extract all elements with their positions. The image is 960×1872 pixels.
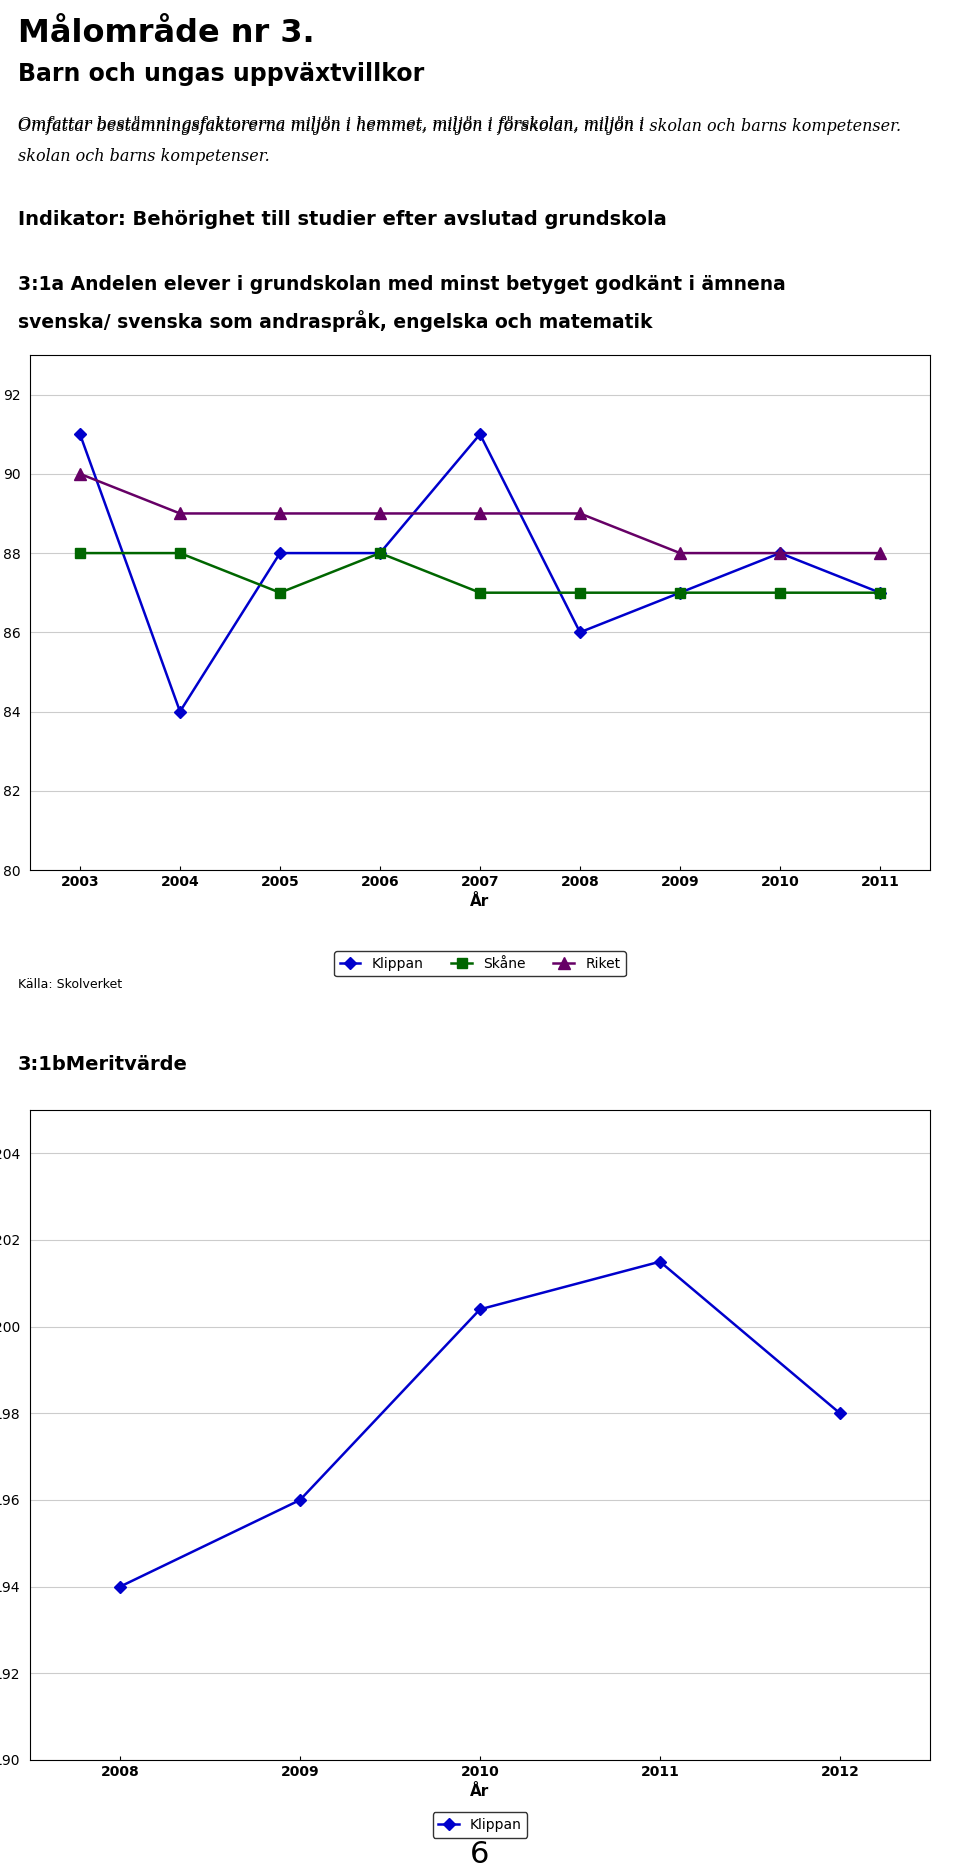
Legend: Klippan, Skåne, Riket: Klippan, Skåne, Riket xyxy=(334,951,626,977)
Text: 3:1a Andelen elever i grundskolan med minst betyget godkänt i ämnena: 3:1a Andelen elever i grundskolan med mi… xyxy=(18,275,785,294)
Text: 3:1bMeritvärde: 3:1bMeritvärde xyxy=(18,1056,188,1075)
Text: skolan och barns kompetenser.: skolan och barns kompetenser. xyxy=(18,148,270,165)
Text: Omfattar bestämningsfaktorerna miljön i hemmet, miljön i förskolan, miljön i: Omfattar bestämningsfaktorerna miljön i … xyxy=(18,116,644,133)
Text: Källa: Skolverket: Källa: Skolverket xyxy=(18,977,122,990)
Text: Omfattar bestämningsfaktorerna miljön i hemmet, miljön i förskolan, miljön i sko: Omfattar bestämningsfaktorerna miljön i … xyxy=(18,118,901,135)
X-axis label: År: År xyxy=(470,895,490,910)
Text: 6: 6 xyxy=(470,1840,490,1868)
Text: Indikator: Behörighet till studier efter avslutad grundskola: Indikator: Behörighet till studier efter… xyxy=(18,210,667,228)
Text: svenska/ svenska som andraspråk, engelska och matematik: svenska/ svenska som andraspråk, engelsk… xyxy=(18,311,653,331)
Text: Målområde nr 3.: Målområde nr 3. xyxy=(18,19,315,49)
X-axis label: År: År xyxy=(470,1784,490,1799)
Text: Barn och ungas uppväxtvillkor: Barn och ungas uppväxtvillkor xyxy=(18,62,424,86)
Legend: Klippan: Klippan xyxy=(433,1812,527,1838)
